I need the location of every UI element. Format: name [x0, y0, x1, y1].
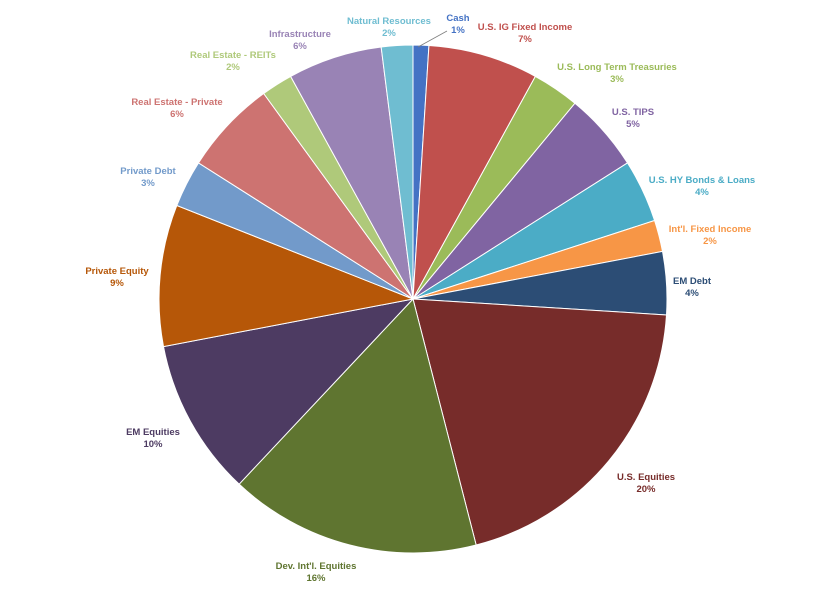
pie-slices	[158, 44, 668, 554]
pie-slice-9	[162, 298, 415, 485]
pie-slice-8	[238, 297, 477, 554]
slice-label-0: Cash 1%	[446, 13, 469, 36]
slice-label-name: EM Equities	[126, 427, 180, 438]
pie-slice-7	[412, 298, 668, 546]
slice-label-value: 3%	[610, 74, 624, 85]
slice-label-8: Dev. Int'l. Equities 16%	[276, 561, 357, 584]
slice-label-12: Real Estate - Private 6%	[131, 97, 222, 120]
slice-label-value: 2%	[226, 62, 240, 73]
slice-label-value: 2%	[703, 236, 717, 247]
slice-label-7: U.S. Equities 20%	[617, 472, 675, 495]
slice-label-value: 9%	[110, 278, 124, 289]
slice-label-3: U.S. TIPS 5%	[612, 107, 654, 130]
slice-labels: Cash 1% U.S. IG Fixed Income 7% U.S. Long Te…	[85, 13, 755, 584]
slice-label-value: 10%	[143, 439, 163, 450]
slice-label-15: Natural Resources 2%	[347, 16, 431, 39]
slice-label-10: Private Equity 9%	[85, 266, 149, 289]
slice-label-name: Real Estate - REITs	[190, 50, 276, 61]
slice-label-value: 5%	[626, 119, 640, 130]
pie-slice-15	[380, 44, 414, 300]
slice-label-name: Cash	[446, 13, 469, 24]
pie-slice-10	[158, 204, 415, 348]
slice-label-name: U.S. Equities	[617, 472, 675, 483]
slice-label-14: Infrastructure 6%	[269, 29, 331, 52]
slice-label-value: 3%	[141, 178, 155, 189]
slice-label-value: 20%	[636, 484, 656, 495]
slice-label-value: 2%	[382, 28, 396, 39]
slice-label-name: Private Equity	[85, 266, 149, 277]
slice-label-name: Dev. Int'l. Equities	[276, 561, 357, 572]
slice-label-value: 6%	[170, 109, 184, 120]
slice-label-value: 1%	[451, 25, 465, 36]
slice-label-11: Private Debt 3%	[120, 166, 176, 189]
leader-lines	[417, 30, 448, 48]
slice-label-name: Real Estate - Private	[131, 97, 222, 108]
cash-leader-line	[417, 30, 448, 48]
slice-label-name: U.S. Long Term Treasuries	[557, 62, 677, 73]
slice-label-value: 7%	[518, 34, 532, 45]
slice-label-name: Infrastructure	[269, 29, 331, 40]
slice-label-name: Int'l. Fixed Income	[669, 224, 752, 235]
slice-label-name: Natural Resources	[347, 16, 431, 27]
slice-label-5: Int'l. Fixed Income 2%	[669, 224, 752, 247]
slice-label-4: U.S. HY Bonds & Loans 4%	[649, 175, 755, 198]
slice-label-9: EM Equities 10%	[126, 427, 180, 450]
slice-label-value: 6%	[293, 41, 307, 52]
pie-slice-1	[412, 44, 537, 300]
slice-label-value: 16%	[306, 573, 326, 584]
slice-label-name: Private Debt	[120, 166, 176, 177]
slice-label-6: EM Debt 4%	[673, 276, 712, 299]
slice-label-name: U.S. TIPS	[612, 107, 654, 118]
slice-label-value: 4%	[695, 187, 709, 198]
slice-label-name: U.S. HY Bonds & Loans	[649, 175, 755, 186]
slice-label-1: U.S. IG Fixed Income 7%	[478, 22, 573, 45]
slice-label-13: Real Estate - REITs 2%	[190, 50, 276, 73]
slice-label-name: U.S. IG Fixed Income	[478, 22, 573, 33]
slice-label-name: EM Debt	[673, 276, 712, 287]
slice-label-value: 4%	[685, 288, 699, 299]
slice-label-2: U.S. Long Term Treasuries 3%	[557, 62, 677, 85]
